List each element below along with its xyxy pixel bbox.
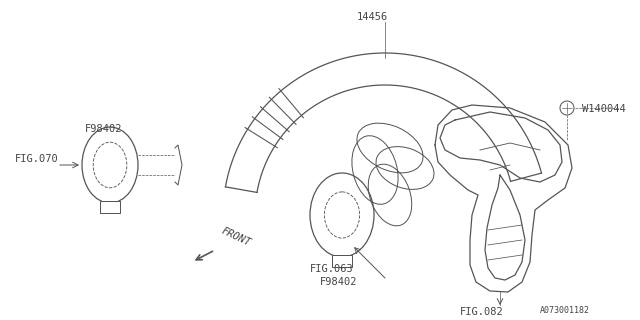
- Text: F98402: F98402: [320, 277, 358, 287]
- Text: 14456: 14456: [357, 12, 388, 22]
- Text: FIG.082: FIG.082: [460, 307, 504, 317]
- Text: A073001182: A073001182: [540, 306, 590, 315]
- Bar: [100, 201, 120, 213]
- Bar: [332, 255, 352, 267]
- Text: FIG.070: FIG.070: [15, 154, 59, 164]
- Text: F98402: F98402: [85, 124, 122, 134]
- Text: FIG.063: FIG.063: [310, 264, 354, 274]
- Circle shape: [560, 101, 574, 115]
- Text: FRONT: FRONT: [220, 226, 253, 248]
- Text: W140044: W140044: [582, 104, 626, 114]
